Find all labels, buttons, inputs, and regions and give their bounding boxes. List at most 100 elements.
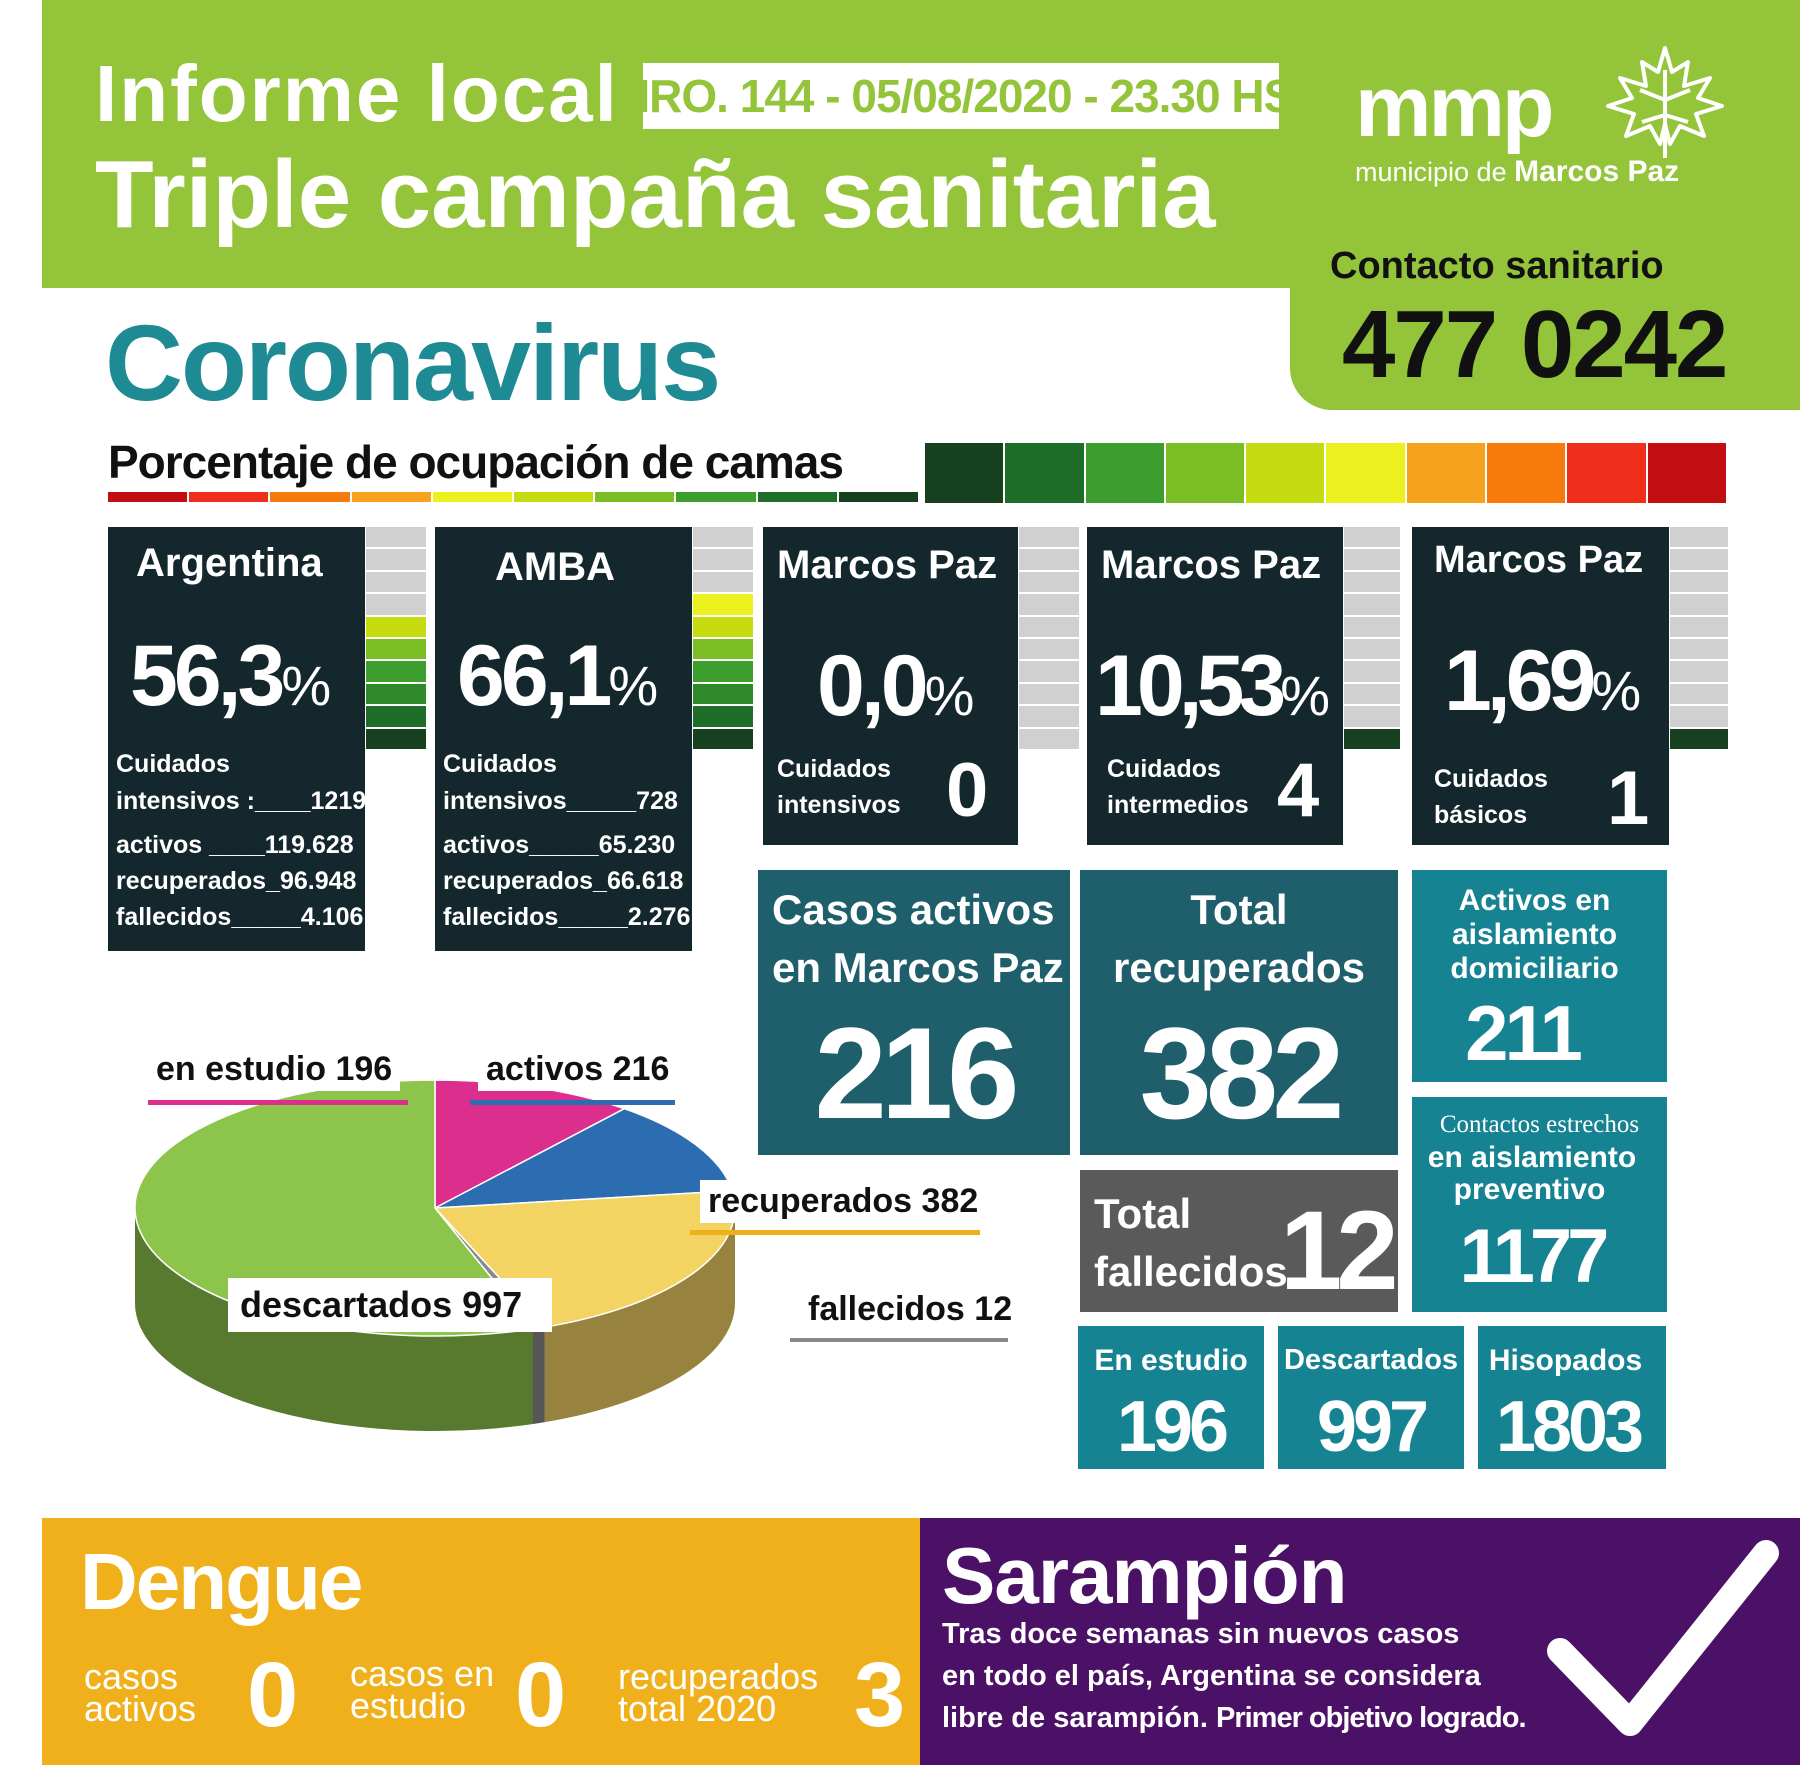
issue-badge: NRO. 144 - 05/08/2020 - 23.30 HS. <box>617 63 1306 129</box>
underline-segment <box>757 492 839 502</box>
dengue-recovered-label: recuperados total 2020 <box>618 1656 819 1729</box>
pie-side-descartados <box>135 1208 534 1431</box>
gauge-segment <box>1019 594 1079 617</box>
gauge-segment <box>366 594 426 617</box>
box-value: 216 <box>814 1000 1020 1146</box>
scale-segment <box>1165 443 1247 503</box>
box-value: 997 <box>1316 1387 1429 1467</box>
gauge-segment <box>1019 683 1079 707</box>
logo-text: mmp <box>1355 59 1554 155</box>
card-title: Marcos Paz <box>1101 543 1322 587</box>
gauge-segment <box>366 728 426 752</box>
card-title: Marcos Paz <box>1434 539 1644 581</box>
gauge-segment <box>1019 616 1079 640</box>
card-marcospaz-basic: Marcos Paz 1,69% Cuidados básicos 1 <box>1412 527 1669 845</box>
pie-leader-line <box>690 1230 980 1235</box>
card-title: AMBA <box>495 545 615 589</box>
box-value: 1803 <box>1495 1387 1644 1467</box>
gauge-segment <box>1019 706 1079 729</box>
stat-label: Cuidados <box>443 750 557 778</box>
stat-count: 1 <box>1607 756 1650 841</box>
campaign-title: Triple campaña sanitaria <box>95 141 1216 248</box>
beds-title: Porcentaje de ocupación de camas <box>108 436 844 488</box>
stat-recovered: recuperados_96.948 <box>116 867 357 895</box>
box-label: preventivo <box>1453 1173 1606 1206</box>
stat-icu: intensivos :____1219 <box>116 787 367 815</box>
title-underline <box>108 492 921 502</box>
gauge-segment <box>366 571 426 595</box>
box-label: recuperados <box>1112 944 1366 991</box>
stat-label: Cuidados <box>777 755 891 783</box>
underline-segment <box>270 492 352 502</box>
gauge-segment <box>1019 527 1079 550</box>
gauge-segment <box>366 616 426 640</box>
pie-side-fallecidos <box>533 1327 545 1424</box>
card-percent: 0,0% <box>817 638 974 734</box>
scale-segment <box>1326 443 1407 503</box>
underline-segment <box>838 492 921 502</box>
recovered-box: Total recuperados 382 <box>1080 870 1398 1155</box>
contact-phone: 477 0242 <box>1342 291 1728 398</box>
dengue-study-label: casos en estudio <box>350 1653 495 1726</box>
stat-active: activos ____119.628 <box>116 831 354 859</box>
gauge-segment <box>1019 639 1079 662</box>
pie-leader-line <box>790 1338 1008 1342</box>
box-label: en aislamiento <box>1427 1141 1637 1174</box>
gauge-segment <box>366 549 426 572</box>
occupancy-gauge <box>1344 527 1400 752</box>
gauge-segment <box>1670 549 1728 572</box>
stat-label: Cuidados <box>1434 765 1548 793</box>
pie-label-descartados: descartados 997 <box>228 1278 552 1332</box>
box-label: fallecidos <box>1094 1248 1288 1295</box>
pie-label-fallecidos: fallecidos 12 <box>800 1288 1021 1331</box>
gauge-segment <box>693 594 753 617</box>
card-amba: AMBA 66,1% Cuidados intensivos_____728 a… <box>435 527 692 951</box>
contact-box <box>1290 220 1800 410</box>
dengue-study-value: 0 <box>515 1644 567 1746</box>
gauge-segment <box>366 661 426 684</box>
stat-label: intermedios <box>1107 791 1249 819</box>
gauge-segment <box>1344 527 1400 550</box>
gauge-segment <box>366 706 426 729</box>
occupancy-gauge <box>366 527 426 752</box>
occupancy-scale <box>925 443 1728 503</box>
maple-leaf-icon <box>1606 46 1724 158</box>
box-value: 196 <box>1116 1387 1229 1467</box>
card-title: Marcos Paz <box>777 543 998 587</box>
gauge-segment <box>1670 728 1728 752</box>
underline-segment <box>514 492 596 502</box>
gauge-segment <box>1670 527 1728 550</box>
dengue-panel: Dengue casos activos 0 casos en estudio 0 … <box>42 1518 920 1765</box>
pie-label-en-estudio: en estudio 196 <box>148 1048 401 1091</box>
gauge-segment <box>1670 594 1728 617</box>
box-label: Casos activos <box>772 886 1055 933</box>
report-title: Informe local <box>95 49 619 138</box>
preventive-isolation-box: Contactos estrechos en aislamiento preve… <box>1412 1097 1667 1312</box>
gauge-segment <box>1019 728 1079 752</box>
gauge-segment <box>1670 683 1728 707</box>
stat-label: intensivos <box>777 791 901 819</box>
gauge-segment <box>1344 661 1400 684</box>
deaths-box: Total fallecidos 12 <box>1080 1170 1399 1313</box>
pie-leader-line <box>148 1100 408 1105</box>
gauge-segment <box>1670 616 1728 640</box>
stat-label: básicos <box>1434 801 1528 829</box>
card-percent: 10,53% <box>1095 638 1330 734</box>
scale-segment <box>1487 443 1568 503</box>
gauge-segment <box>1019 661 1079 684</box>
stat-icu: intensivos_____728 <box>443 787 678 815</box>
card-percent: 1,69% <box>1444 633 1641 729</box>
box-label: Activos en <box>1458 884 1611 917</box>
underline-segment <box>351 492 433 502</box>
pie-label-recuperados: recuperados 382 <box>700 1180 987 1223</box>
pie-slice-descartados <box>134 1079 535 1337</box>
gauge-segment <box>1344 683 1400 707</box>
contact-label: Contacto sanitario <box>1330 245 1664 287</box>
gauge-segment <box>1344 571 1400 595</box>
stat-deaths: fallecidos_____2.276 <box>443 903 691 931</box>
occupancy-gauge <box>1670 527 1728 752</box>
gauge-segment <box>693 706 753 729</box>
gauge-segment <box>693 683 753 707</box>
dengue-recovered-value: 3 <box>854 1644 906 1746</box>
scale-segment <box>1567 443 1648 503</box>
